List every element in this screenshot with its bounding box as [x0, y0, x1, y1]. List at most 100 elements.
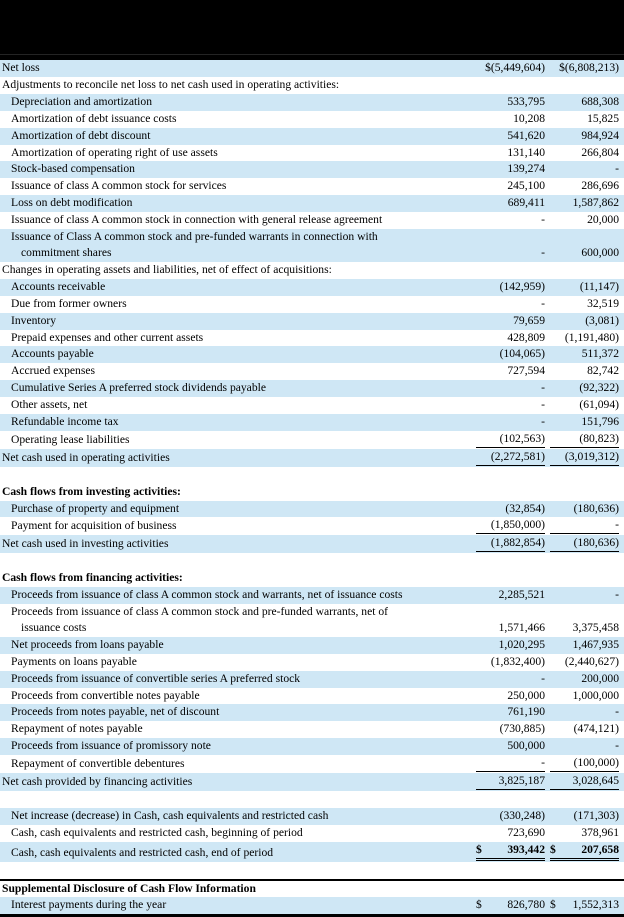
value: - — [615, 705, 619, 719]
value: - — [615, 162, 619, 176]
value: 727,594 — [507, 364, 545, 378]
spacer-row — [0, 553, 624, 570]
row-label: Net loss — [2, 61, 40, 74]
table-row: Net cash provided by financing activitie… — [0, 773, 624, 791]
row-label: Payments on loans payable — [11, 654, 137, 668]
value: (3,081) — [585, 313, 619, 327]
value-cell: 250,000 — [476, 688, 550, 705]
value: (2,272,581) — [490, 449, 545, 463]
value: (1,882,854) — [490, 536, 545, 550]
value: 723,690 — [507, 825, 545, 839]
value: (180,636) — [573, 536, 619, 550]
value-cell: 984,924 — [550, 128, 624, 145]
table-row: Supplemental Disclosure of Cash Flow Inf… — [0, 878, 624, 898]
value-cell: 3,028,645 — [550, 773, 624, 791]
table-row: Cash flows from investing activities: — [0, 484, 624, 501]
value: 1,000,000 — [572, 688, 619, 702]
value-cell: - — [476, 755, 550, 773]
value: 1,020,295 — [498, 637, 545, 651]
row-label: Net proceeds from loans payable — [11, 637, 164, 651]
value: 151,796 — [581, 415, 619, 429]
table-row: Issuance of Class A common stock and pre… — [0, 229, 624, 262]
value: 32,519 — [587, 296, 619, 310]
table-row: Depreciation and amortization 533,795 688,… — [0, 93, 624, 111]
table-row: Net cash used in operating activities (2,… — [0, 448, 624, 467]
value: 200,000 — [581, 671, 619, 685]
value: (1,832,400) — [490, 654, 545, 668]
row-label: Inventory — [11, 313, 57, 327]
value: - — [541, 415, 545, 429]
table-row: Net loss $(5,449,604) $(6,808,213) — [0, 60, 624, 77]
row-label: Interest payments during the year — [11, 898, 167, 912]
table-row: Refundable income tax - 151,796 — [0, 414, 624, 431]
value-cell: (1,850,000) — [476, 517, 550, 535]
value: 245,100 — [507, 179, 545, 193]
value: 139,274 — [507, 162, 545, 176]
spacer-row — [0, 467, 624, 484]
value-cell: 1,587,862 — [550, 195, 624, 212]
value-cell: $393,442 — [476, 842, 550, 862]
value-cell: 1,020,295 — [476, 637, 550, 654]
value-cell: 3,375,458 — [550, 620, 624, 637]
value: 3,375,458 — [572, 620, 619, 634]
value-cell: (180,636) — [550, 535, 624, 553]
table-row: Due from former owners - 32,519 — [0, 296, 624, 313]
value-cell: 286,696 — [550, 178, 624, 195]
table-row: Cash, cash equivalents and restricted ca… — [0, 841, 624, 862]
value-cell: 139,274 — [476, 161, 550, 178]
table-row: Proceeds from issuance of promissory not… — [0, 738, 624, 756]
value-cell: 378,961 — [550, 825, 624, 842]
value: (92,322) — [579, 381, 619, 395]
value-cell: - — [476, 245, 550, 262]
table-row: Other assets, net - (61,094) — [0, 397, 624, 414]
row-label: Net increase (decrease) in Cash, cash eq… — [11, 808, 329, 822]
value: (171,303) — [573, 808, 619, 822]
value-cell: 761,190 — [476, 704, 550, 721]
table-row: Payment for acquisition of business (1,85… — [0, 517, 624, 535]
row-label: Cash, cash equivalents and restricted ca… — [11, 825, 303, 839]
value: (3,019,312) — [564, 449, 619, 463]
table-row: Cash flows from financing activities: — [0, 570, 624, 587]
value-cell: 82,742 — [550, 363, 624, 380]
value-cell: (474,121) — [550, 721, 624, 738]
table-row: Purchase of property and equipment (32,85… — [0, 500, 624, 518]
table-row: Stock-based compensation 139,274 - — [0, 161, 624, 179]
value-cell: 10,208 — [476, 111, 550, 128]
table-row: Issuance of class A common stock in conn… — [0, 212, 624, 229]
value: (104,065) — [499, 347, 545, 361]
table-row: Loss on debt modification 689,411 1,587,86… — [0, 195, 624, 213]
table-row: Net increase (decrease) in Cash, cash eq… — [0, 807, 624, 825]
row-label: Cash flows from investing activities: — [2, 484, 181, 498]
value: 826,780 — [507, 898, 545, 912]
value-cell: (2,440,627) — [550, 654, 624, 671]
table-row: Amortization of operating right of use a… — [0, 145, 624, 162]
value-cell: 15,825 — [550, 111, 624, 128]
value: 1,552,313 — [572, 898, 619, 912]
row-label — [0, 862, 624, 879]
value: $(6,808,213) — [559, 61, 619, 74]
value-cell: $1,552,313 — [550, 897, 624, 914]
row-label: Cumulative Series A preferred stock divi… — [11, 381, 266, 395]
value: (61,094) — [579, 398, 619, 412]
value-cell: - — [550, 517, 624, 535]
currency-symbol: $ — [476, 842, 482, 856]
value-cell: 727,594 — [476, 363, 550, 380]
value-cell: (2,272,581) — [476, 449, 550, 467]
row-label: Proceeds from convertible notes payable — [11, 688, 200, 702]
value: - — [615, 739, 619, 753]
value-cell: - — [550, 738, 624, 755]
currency-symbol: $ — [550, 898, 556, 912]
value: 82,742 — [587, 364, 619, 378]
value-cell: 688,308 — [550, 94, 624, 111]
value: 266,804 — [581, 145, 619, 159]
value-cell: 151,796 — [550, 414, 624, 431]
spacer-row — [0, 862, 624, 879]
value: 2,285,521 — [498, 588, 545, 602]
value-cell: 266,804 — [550, 145, 624, 162]
value-cell: - — [476, 671, 550, 688]
table-row: Proceeds from issuance of class A common… — [0, 587, 624, 604]
row-label: Proceeds from notes payable, net of disc… — [11, 705, 220, 719]
value-cell: 131,140 — [476, 145, 550, 162]
value: 20,000 — [587, 213, 619, 227]
